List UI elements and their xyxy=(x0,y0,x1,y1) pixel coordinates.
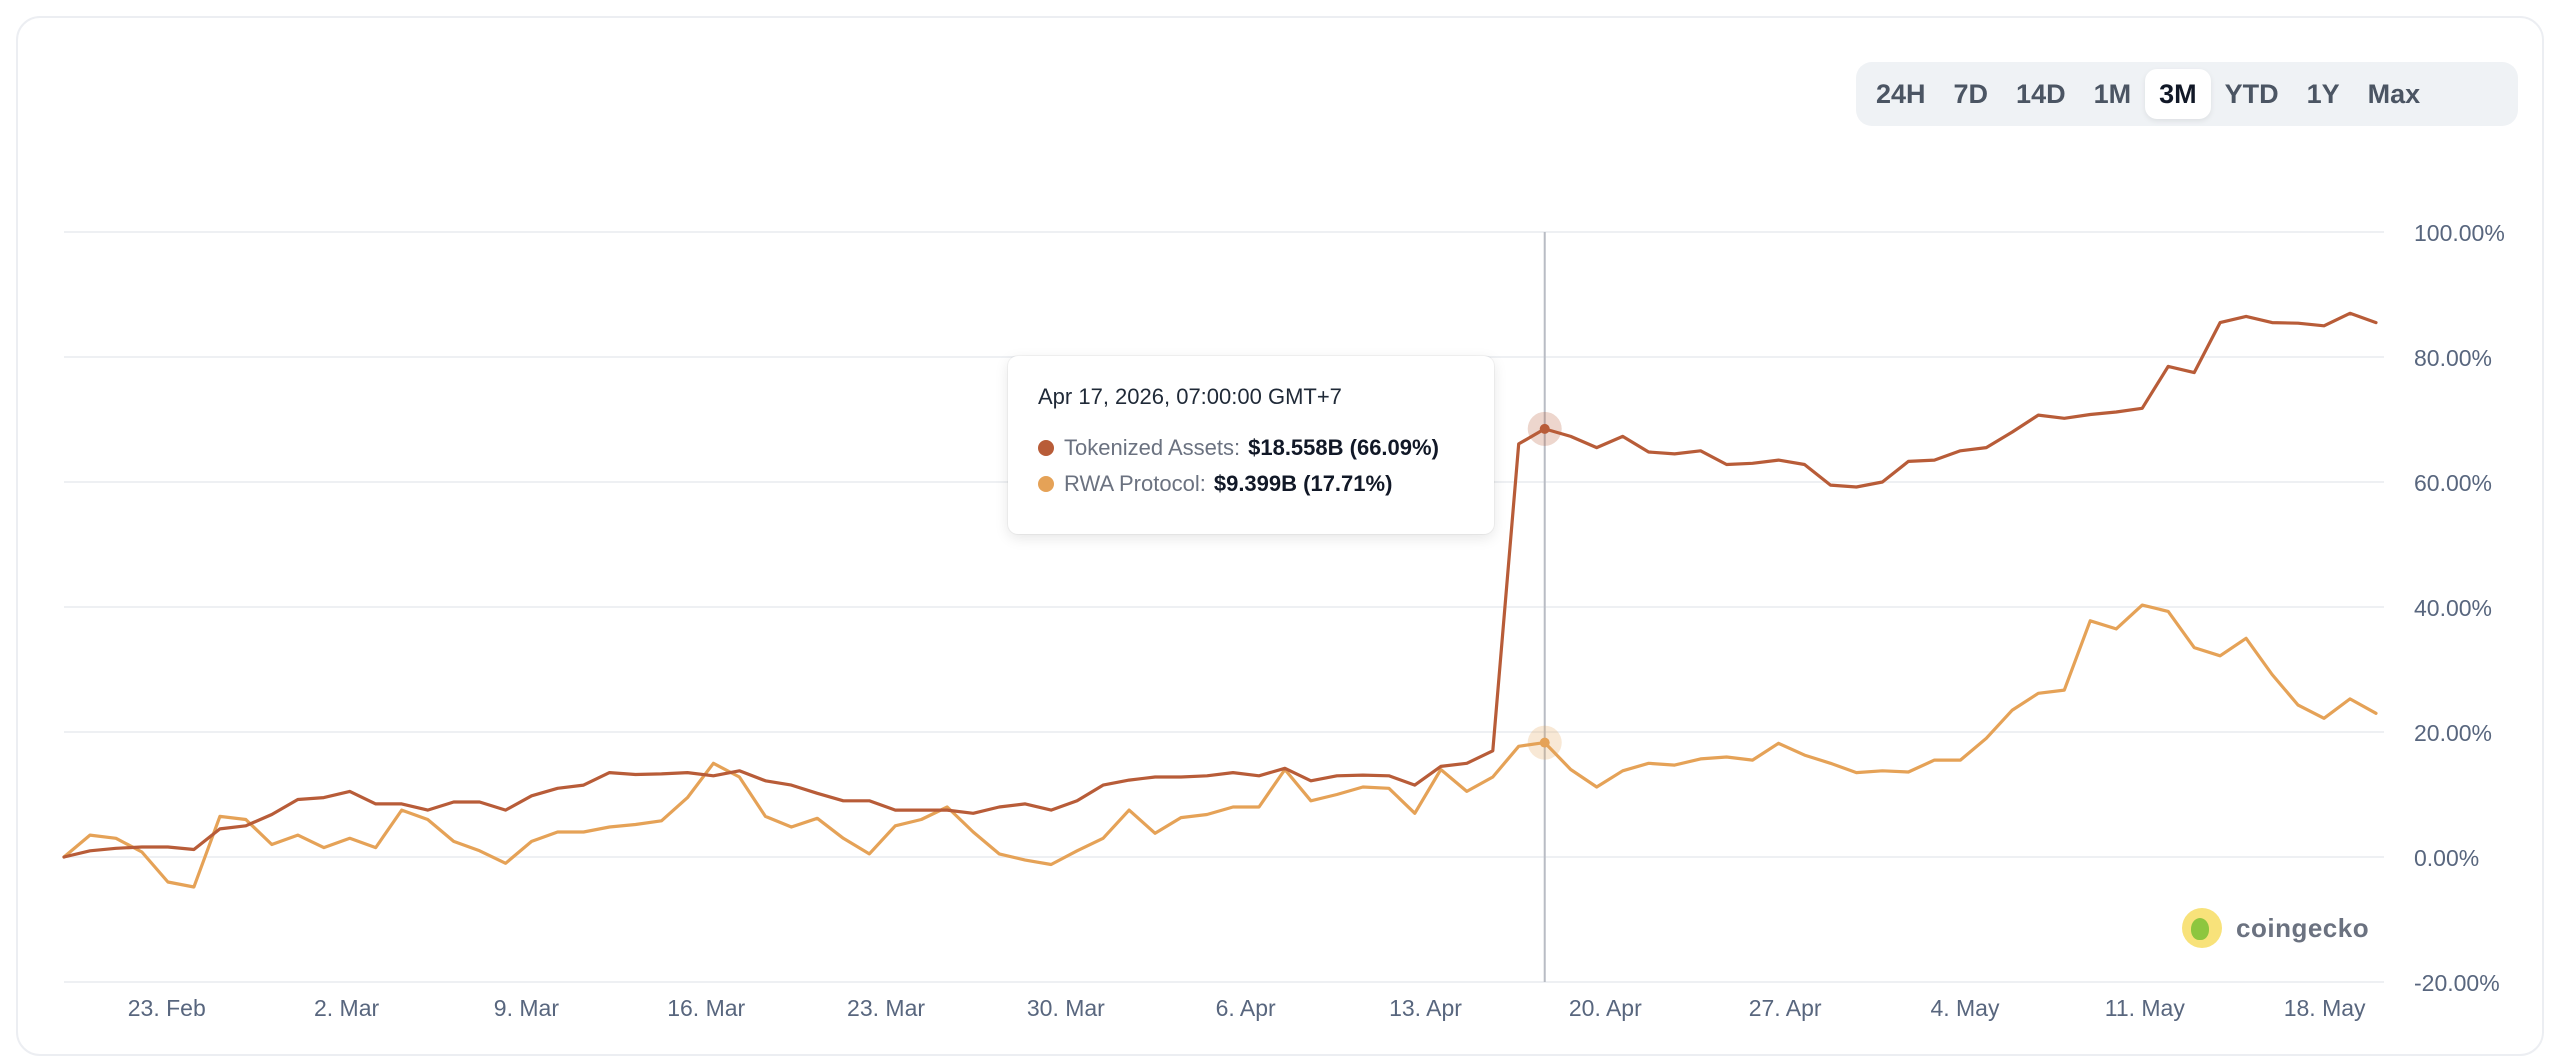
gecko-logo-icon xyxy=(2182,908,2222,948)
tooltip-value: $18.558B (66.09%) xyxy=(1248,435,1439,460)
tooltip-value: $9.399B (17.71%) xyxy=(1213,471,1393,496)
range-button-14d[interactable]: 14D xyxy=(2016,78,2066,109)
x-tick-label: 23. Mar xyxy=(847,995,925,1021)
series-line-rwa-protocol xyxy=(62,603,2378,889)
grid-lines xyxy=(64,231,2384,983)
tooltip-date: Apr 17, 2026, 07:00:00 GMT+7 xyxy=(1038,384,1342,409)
range-button-1y[interactable]: 1Y xyxy=(2306,78,2340,109)
x-tick-label: 9. Mar xyxy=(494,995,560,1021)
y-tick-label: 60.00% xyxy=(2414,470,2492,496)
x-tick-label: 27. Apr xyxy=(1749,995,1822,1021)
y-axis: 100.00% 80.00% 60.00% 40.00% 20.00% 0.00% -20.… xyxy=(2414,220,2505,996)
x-tick-label: 11. May xyxy=(2105,995,2186,1021)
chart-tooltip: Apr 17, 2026, 07:00:00 GMT+7 Tokenized A… xyxy=(1008,356,1494,534)
tooltip-label: Tokenized Assets: xyxy=(1064,435,1241,460)
coingecko-watermark: coingecko xyxy=(2182,908,2369,948)
hover-markers xyxy=(1527,411,1562,760)
x-tick-label: 4. May xyxy=(1930,995,2000,1021)
x-tick-label: 18. May xyxy=(2284,995,2366,1021)
series-line-tokenized-assets xyxy=(62,311,2378,859)
range-button-1m[interactable]: 1M xyxy=(2093,78,2132,109)
watermark-text: coingecko xyxy=(2236,912,2370,943)
x-tick-label: 6. Apr xyxy=(1216,995,1276,1021)
y-tick-label: 0.00% xyxy=(2414,845,2479,871)
x-tick-label: 20. Apr xyxy=(1569,995,1642,1021)
series-dot-icon xyxy=(1038,440,1054,456)
y-tick-label: 100.00% xyxy=(2414,220,2505,246)
tooltip-row-tokenized-assets: Tokenized Assets: $18.558B (66.09%) xyxy=(1038,430,1464,466)
y-tick-label: -20.00% xyxy=(2414,970,2500,996)
time-range-selector: 24H 7D 14D 1M 3M YTD 1Y Max xyxy=(1856,62,2518,126)
y-tick-label: 40.00% xyxy=(2414,595,2492,621)
y-tick-label: 20.00% xyxy=(2414,720,2492,746)
series-dot-icon xyxy=(1038,476,1054,492)
tooltip-label: RWA Protocol: xyxy=(1064,471,1206,496)
x-tick-label: 2. Mar xyxy=(314,995,380,1021)
x-tick-label: 13. Apr xyxy=(1389,995,1462,1021)
x-tick-label: 23. Feb xyxy=(128,995,206,1021)
range-button-24h[interactable]: 24H xyxy=(1876,78,1926,109)
hover-point xyxy=(1539,423,1550,434)
range-button-max[interactable]: Max xyxy=(2367,78,2421,109)
series-lines xyxy=(62,311,2378,889)
chart-card xyxy=(16,16,2544,1056)
tooltip-row-rwa-protocol: RWA Protocol: $9.399B (17.71%) xyxy=(1038,466,1464,502)
x-tick-label: 16. Mar xyxy=(667,995,745,1021)
hover-point xyxy=(1539,737,1550,748)
x-tick-label: 30. Mar xyxy=(1027,995,1105,1021)
range-button-3m[interactable]: 3M xyxy=(2145,69,2211,119)
y-tick-label: 80.00% xyxy=(2414,345,2492,371)
range-button-7d[interactable]: 7D xyxy=(1953,78,1989,109)
x-axis: 23. Feb 2. Mar 9. Mar 16. Mar 23. Mar 30. Mar… xyxy=(128,995,2366,1021)
range-button-ytd[interactable]: YTD xyxy=(2224,78,2279,109)
